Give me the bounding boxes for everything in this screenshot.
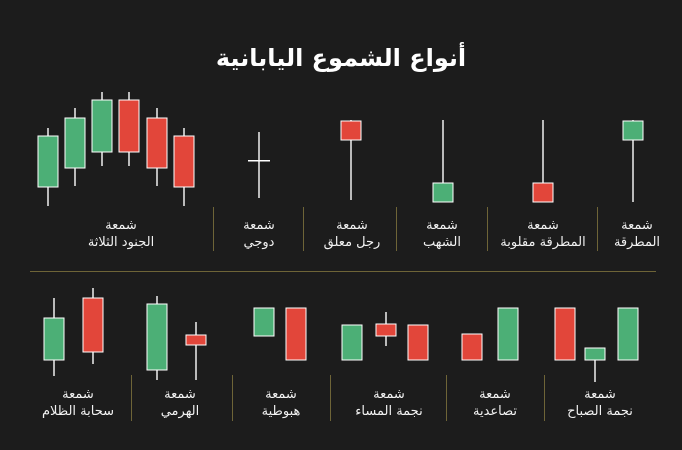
candle-dark-cloud-1 xyxy=(43,298,65,376)
candle-body xyxy=(185,334,207,346)
candle-morning-star-2 xyxy=(584,347,606,382)
candle-body xyxy=(340,120,362,141)
label-inverted-hammer: شمعة المطرقة مقلوبة xyxy=(500,218,586,250)
separator-vertical xyxy=(446,375,447,421)
candle-body xyxy=(432,182,454,203)
candle-harami-2 xyxy=(185,322,207,380)
candle-body xyxy=(146,303,168,371)
candle-soldiers-3 xyxy=(91,92,113,166)
candle-body xyxy=(617,307,639,361)
candle-body xyxy=(82,297,104,353)
label-bearish: شمعة هبوطية xyxy=(261,387,301,419)
separator-vertical xyxy=(396,207,397,251)
label-morning-star: شمعة نجمة الصباح xyxy=(567,387,633,419)
separator-vertical xyxy=(232,375,233,421)
label-evening-star: شمعة نجمة المساء xyxy=(355,387,423,419)
label-harami: شمعة الهرمي xyxy=(160,387,200,419)
candle-soldiers-5 xyxy=(146,108,168,186)
label-dark-cloud: شمعة سحابة الظلام xyxy=(41,387,114,419)
candle-soldiers-4 xyxy=(118,92,140,166)
separator-vertical xyxy=(131,375,132,421)
candle-body xyxy=(622,120,644,141)
separator-vertical xyxy=(487,207,488,251)
page-title: أنواع الشموع اليابانية xyxy=(215,44,467,72)
candle-body xyxy=(253,307,275,337)
label-three-soldiers: شمعة الجنود الثلاثة xyxy=(87,218,155,250)
separator-vertical xyxy=(213,207,214,251)
candle-doji xyxy=(248,132,270,198)
candle-evening-star-1 xyxy=(341,324,363,361)
candle-morning-star-3 xyxy=(617,307,639,361)
candle-body xyxy=(146,117,168,169)
separator-vertical xyxy=(597,207,598,251)
candle-bearish-2 xyxy=(285,307,307,361)
candle-inverted-hammer xyxy=(532,120,554,203)
label-hanging-man: شمعة رجل معلق xyxy=(323,218,381,250)
candle-evening-star-3 xyxy=(407,324,429,361)
candle-soldiers-1 xyxy=(37,128,59,206)
candle-body xyxy=(407,324,429,361)
label-hammer: شمعة المطرقة xyxy=(613,218,661,250)
candle-body xyxy=(43,317,65,361)
separator-vertical xyxy=(544,375,545,421)
candle-bearish-1 xyxy=(253,307,275,337)
candle-body xyxy=(584,347,606,361)
candle-body xyxy=(37,135,59,188)
candle-body xyxy=(64,117,86,169)
candle-body xyxy=(497,307,519,361)
candle-soldiers-2 xyxy=(64,108,86,186)
candle-body xyxy=(375,323,397,337)
separator-vertical xyxy=(330,375,331,421)
candle-harami-1 xyxy=(146,296,168,380)
candle-evening-star-2 xyxy=(375,312,397,346)
separator-vertical xyxy=(303,207,304,251)
label-doji: شمعة دوجي xyxy=(243,218,275,250)
label-bullish: شمعة تصاعدية xyxy=(472,387,518,419)
candle-bullish-2 xyxy=(497,307,519,361)
candle-morning-star-1 xyxy=(554,307,576,361)
candle-hanging-man xyxy=(340,120,362,200)
candle-body xyxy=(532,182,554,203)
candle-body xyxy=(285,307,307,361)
candle-body xyxy=(248,160,270,162)
candle-body xyxy=(118,99,140,153)
candle-body xyxy=(461,333,483,361)
candle-body xyxy=(91,99,113,153)
candle-shooting-star xyxy=(432,120,454,203)
candle-hammer xyxy=(622,120,644,202)
candle-bullish-1 xyxy=(461,333,483,361)
candle-body xyxy=(173,135,195,188)
label-shooting-star: شمعة الشهب xyxy=(423,218,461,250)
separator-horizontal xyxy=(30,271,656,272)
candle-dark-cloud-2 xyxy=(82,288,104,364)
candle-soldiers-6 xyxy=(173,128,195,206)
candle-body xyxy=(341,324,363,361)
candle-body xyxy=(554,307,576,361)
